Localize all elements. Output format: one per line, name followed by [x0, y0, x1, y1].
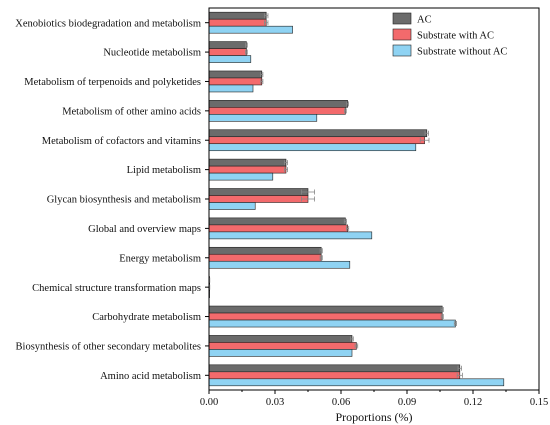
bar	[208, 41, 247, 49]
bar	[208, 18, 267, 27]
bar	[208, 312, 443, 321]
bar	[208, 165, 287, 174]
bar	[208, 136, 425, 145]
bar	[208, 158, 287, 167]
legend-label: Substrate with AC	[417, 31, 494, 42]
bar	[208, 224, 348, 233]
category-label: Glycan biosynthesis and metabolism	[47, 195, 201, 206]
bar	[208, 172, 274, 181]
bar	[208, 84, 254, 93]
legend-swatch	[392, 28, 412, 41]
x-tick-label: 0.12	[464, 397, 482, 408]
category-label: Nucleotide metabolism	[103, 48, 201, 59]
bar	[208, 319, 456, 328]
category-label: Amino acid metabolism	[100, 371, 201, 382]
legend-label: AC	[417, 15, 432, 26]
x-tick-label: 0.00	[200, 397, 218, 408]
bar	[208, 253, 322, 262]
x-tick-label: 0.09	[398, 397, 416, 408]
bar	[208, 25, 293, 34]
category-label: Metabolism of cofactors and vitamins	[42, 136, 201, 147]
x-axis-title: Proportions (%)	[336, 410, 413, 424]
legend: AC Substrate with AC Substrate without AC	[392, 12, 507, 58]
axes-layer	[205, 7, 540, 394]
category-label: Energy metabolism	[119, 253, 201, 264]
bar	[208, 260, 351, 269]
category-labels: Xenobiotics biodegradation and metabolis…	[15, 18, 201, 382]
bar	[208, 246, 322, 255]
legend-swatch	[392, 44, 412, 57]
bar	[208, 11, 267, 20]
x-tick-label: 0.15	[530, 397, 548, 408]
category-label: Carbohydrate metabolism	[92, 312, 201, 323]
bars-layer	[208, 11, 505, 387]
bar	[208, 342, 357, 350]
bar	[208, 100, 348, 108]
x-tick-label: 0.03	[266, 397, 284, 408]
bar	[208, 195, 309, 203]
bar	[208, 70, 263, 79]
bar	[208, 188, 309, 196]
bar	[208, 129, 428, 138]
x-tick-labels: 0.00 0.03 0.06 0.09 0.12 0.15	[200, 397, 548, 408]
category-label: Biosynthesis of other secondary metaboli…	[16, 342, 201, 353]
bar	[208, 107, 346, 115]
bar	[208, 77, 263, 86]
bar	[208, 231, 373, 240]
x-tick-label: 0.06	[332, 397, 350, 408]
bar	[208, 364, 461, 373]
bar	[208, 143, 417, 152]
category-label: Global and overview maps	[88, 224, 201, 235]
category-label: Xenobiotics biodegradation and metabolis…	[15, 18, 201, 29]
bar	[208, 48, 247, 56]
category-label: Chemical structure transformation maps	[32, 283, 201, 294]
bar	[208, 335, 353, 343]
bar	[208, 349, 353, 357]
error-bars-layer	[209, 13, 463, 378]
bar	[208, 305, 443, 314]
bar	[208, 371, 461, 380]
category-label: Lipid metabolism	[127, 165, 201, 176]
legend-swatch	[392, 12, 412, 25]
bar	[208, 217, 346, 226]
bar	[208, 202, 256, 210]
bar	[208, 55, 252, 63]
legend-label: Substrate without AC	[417, 47, 507, 58]
category-label: Metabolism of terpenoids and polyketides	[24, 77, 201, 88]
category-label: Metabolism of other amino acids	[62, 106, 201, 117]
bar	[208, 114, 318, 122]
bar	[208, 378, 505, 387]
